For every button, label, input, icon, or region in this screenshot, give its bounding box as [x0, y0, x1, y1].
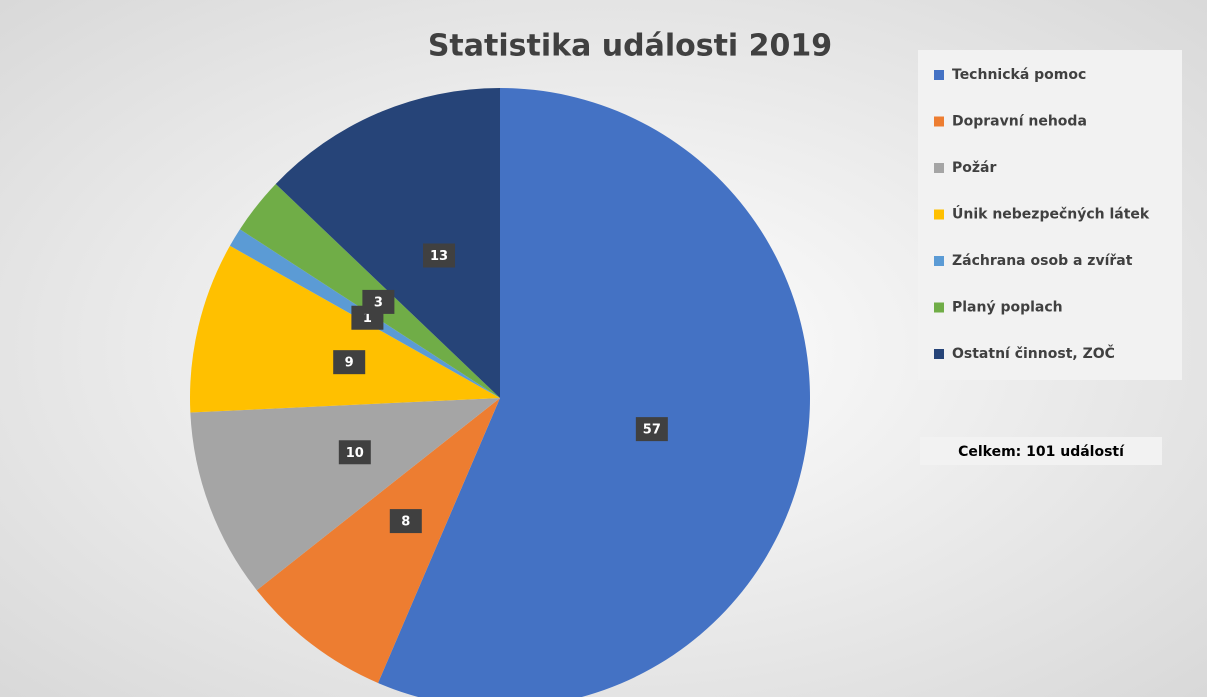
legend-label: Únik nebezpečných látek: [952, 205, 1150, 223]
legend-label: Technická pomoc: [952, 67, 1086, 83]
data-label-box: [635, 417, 668, 442]
legend-marker: [934, 209, 944, 220]
pie-slice: [378, 88, 810, 697]
legend-marker: [934, 70, 944, 80]
legend-marker: [934, 302, 944, 313]
pie-slice: [190, 398, 501, 591]
legend-marker: [934, 163, 944, 173]
legend-box: [918, 50, 1182, 380]
data-label: 57: [643, 423, 661, 438]
data-label-box: [333, 350, 366, 375]
data-label: 9: [345, 356, 354, 371]
data-label-box: [389, 509, 422, 534]
pie-slice: [275, 88, 500, 398]
legend-label: Planý poplach: [952, 300, 1063, 316]
pie-slice: [256, 398, 500, 683]
annotation-box: [920, 437, 1162, 465]
annotation: Celkem: 101 událostí: [958, 444, 1125, 460]
data-label: 13: [430, 249, 448, 264]
legend-marker: [934, 116, 944, 127]
legend-marker: [934, 256, 944, 266]
data-label: 1: [363, 311, 372, 326]
data-label: 8: [401, 515, 410, 530]
legend-label: Dopravní nehoda: [952, 114, 1087, 130]
data-label-box: [362, 289, 395, 314]
data-label: 10: [346, 446, 364, 461]
data-label-box: [423, 243, 456, 268]
chart-title: Statistika události 2019: [428, 29, 832, 64]
legend-label: Požár: [952, 160, 996, 176]
legend-label: Záchrana osob a zvířat: [952, 253, 1133, 269]
legend-label: Ostatní činnost, ZOČ: [952, 344, 1115, 362]
legend-marker: [934, 349, 944, 359]
data-label-box: [338, 440, 371, 465]
data-label: 3: [374, 295, 383, 310]
pie-slice: [189, 245, 500, 413]
